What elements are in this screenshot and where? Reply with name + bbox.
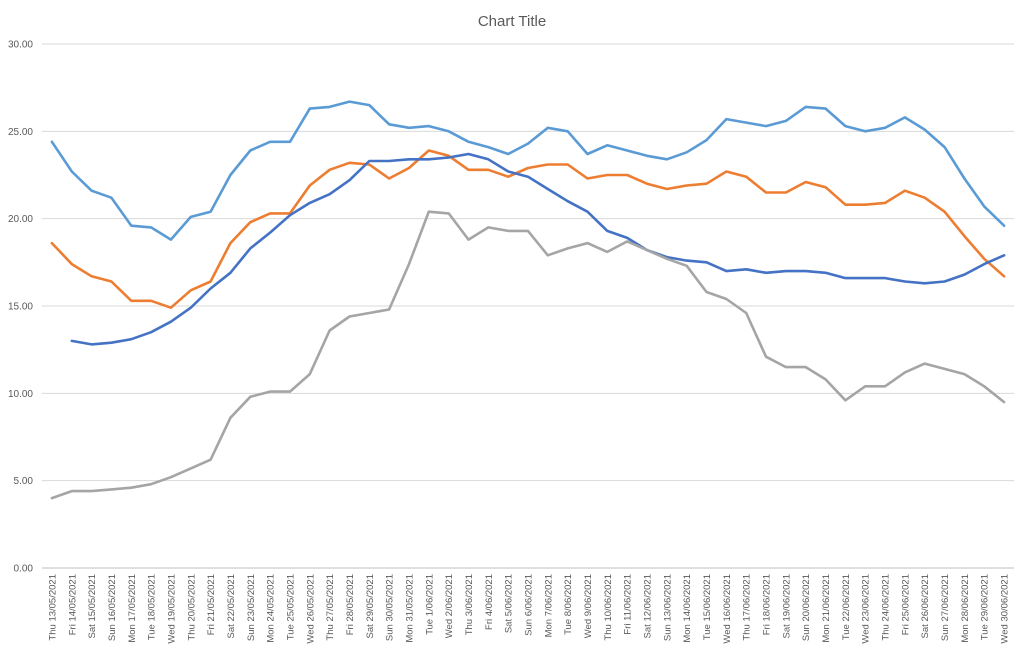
x-tick-label: Wed 2/06/2021 [444, 574, 455, 638]
x-tick-label: Fri 25/06/2021 [900, 574, 911, 635]
series-line-4 [50, 210, 1006, 500]
series-line-1 [50, 100, 1006, 241]
y-tick-label: 10.00 [8, 389, 33, 400]
x-tick-label: Tue 8/06/2021 [563, 574, 574, 635]
x-tick-label: Sun 16/05/2021 [107, 574, 118, 641]
x-tick-label: Wed 9/06/2021 [583, 574, 594, 638]
y-tick-label: 15.00 [8, 302, 33, 313]
y-tick-label: 25.00 [8, 127, 33, 138]
x-tick-label: Fri 14/05/2021 [67, 574, 78, 635]
x-tick-label: Thu 3/06/2021 [464, 574, 475, 635]
x-tick-label: Sat 5/06/2021 [504, 574, 515, 633]
x-tick-label: Sun 23/05/2021 [246, 574, 257, 641]
x-tick-label: Wed 16/06/2021 [722, 574, 733, 644]
x-tick-label: Tue 15/06/2021 [702, 574, 713, 640]
series-line-2 [50, 149, 1006, 309]
y-tick-label: 0.00 [14, 564, 34, 575]
x-tick-label: Tue 18/05/2021 [147, 574, 158, 640]
x-tick-label: Thu 20/05/2021 [186, 574, 197, 641]
x-tick-label: Sun 20/06/2021 [801, 574, 812, 641]
x-tick-label: Tue 22/06/2021 [841, 574, 852, 640]
x-tick-label: Thu 17/06/2021 [742, 574, 753, 641]
x-tick-label: Sat 19/06/2021 [781, 574, 792, 638]
x-tick-label: Mon 7/06/2021 [543, 574, 554, 637]
x-tick-label: Mon 14/06/2021 [682, 574, 693, 643]
y-tick-label: 20.00 [8, 214, 33, 225]
chart-title: Chart Title [478, 13, 546, 30]
x-tick-label: Sun 30/05/2021 [385, 574, 396, 641]
x-tick-label: Wed 30/06/2021 [1000, 574, 1011, 644]
x-tick-label: Tue 29/06/2021 [980, 574, 991, 640]
x-tick-label: Sat 12/06/2021 [643, 574, 654, 638]
x-tick-label: Thu 13/05/2021 [47, 574, 58, 641]
x-tick-label: Wed 19/05/2021 [166, 574, 177, 644]
x-tick-label: Fri 28/05/2021 [345, 574, 356, 635]
x-tick-label: Fri 18/06/2021 [762, 574, 773, 635]
x-tick-label: Sun 6/06/2021 [524, 574, 535, 636]
x-tick-label: Sat 26/06/2021 [920, 574, 931, 638]
x-tick-label: Sun 27/06/2021 [940, 574, 951, 641]
gridlines [42, 43, 1014, 569]
x-tick-label: Mon 28/06/2021 [960, 574, 971, 643]
x-tick-label: Fri 4/06/2021 [484, 574, 495, 630]
x-tick-label: Sat 15/05/2021 [87, 574, 98, 638]
x-tick-label: Sat 29/05/2021 [365, 574, 376, 638]
y-tick-label: 5.00 [14, 476, 34, 487]
x-tick-label: Mon 24/05/2021 [266, 574, 277, 643]
series-lines [50, 100, 1006, 500]
x-tick-label: Thu 27/05/2021 [325, 574, 336, 641]
x-tick-label: Sun 13/06/2021 [662, 574, 673, 641]
y-axis-ticks: 0.00 5.00 10.00 15.00 20.00 25.00 30.00 [8, 40, 33, 575]
y-tick-label: 30.00 [8, 40, 33, 51]
x-tick-label: Fri 21/05/2021 [206, 574, 217, 635]
x-tick-label: Thu 24/06/2021 [881, 574, 892, 641]
x-tick-label: Wed 23/06/2021 [861, 574, 872, 644]
x-tick-label: Mon 17/05/2021 [127, 574, 138, 643]
x-tick-label: Thu 10/06/2021 [603, 574, 614, 641]
x-tick-label: Fri 11/06/2021 [623, 574, 634, 635]
x-tick-label: Tue 1/06/2021 [424, 574, 435, 635]
x-tick-label: Mon 31/05/2021 [404, 574, 415, 643]
x-tick-label: Sat 22/05/2021 [226, 574, 237, 638]
x-axis-ticks: Thu 13/05/2021 Fri 14/05/2021 Sat 15/05/20… [47, 574, 1010, 644]
series-line-3 [70, 152, 1006, 346]
x-tick-label: Mon 21/06/2021 [821, 574, 832, 643]
x-tick-label: Wed 26/05/2021 [305, 574, 316, 644]
x-tick-label: Tue 25/05/2021 [285, 574, 296, 640]
